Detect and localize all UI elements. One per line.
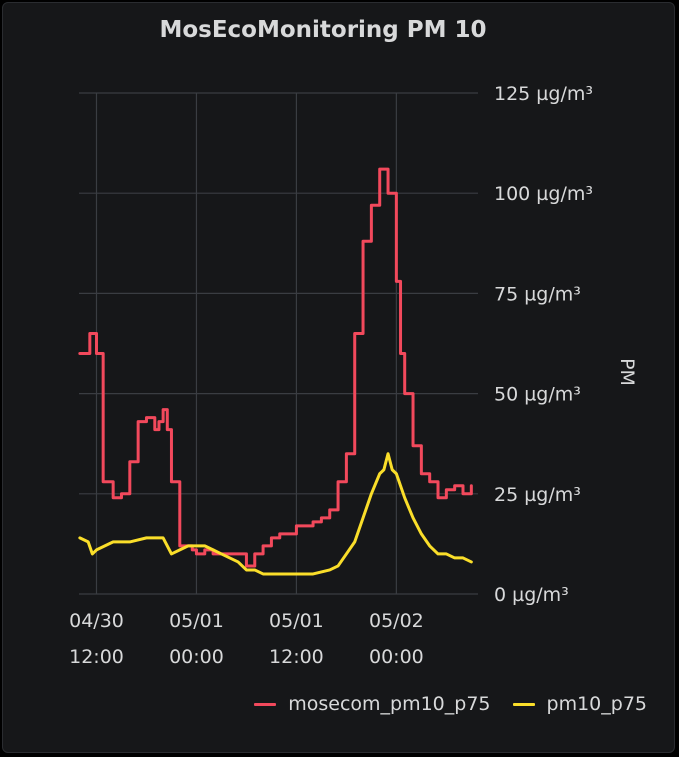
x-tick-label-date: 04/30 [69, 610, 124, 632]
x-tick-label-time: 00:00 [369, 646, 424, 668]
x-tick-label-time: 00:00 [169, 646, 224, 668]
x-axis-ticks: 04/30 12:00 05/01 00:00 05/01 12:00 05/02 00:00 [69, 610, 424, 668]
legend-swatch-pm10 [512, 702, 535, 706]
y-tick-label: 0 µg/m³ [494, 584, 569, 606]
y-tick-label: 25 µg/m³ [494, 484, 581, 506]
legend: mosecom_pm10_p75 pm10_p75 [232, 693, 647, 715]
legend-label-pm10: pm10_p75 [546, 693, 647, 715]
chart-grid [79, 92, 478, 595]
x-tick-label-date: 05/01 [169, 610, 224, 632]
chart-series [78, 167, 473, 576]
y-tick-label: 50 µg/m³ [494, 384, 581, 406]
x-tick-label-date: 05/02 [369, 610, 424, 632]
y-axis-ticks: 0 µg/m³ 25 µg/m³ 50 µg/m³ 75 µg/m³ 100 µg/m³… [494, 83, 593, 606]
x-tick-label-time: 12:00 [269, 646, 324, 668]
panel-title: MosEcoMonitoring PM 10 [159, 17, 487, 43]
series-line-mosecom_pm10_p75[interactable] [78, 167, 473, 568]
y-tick-label: 100 µg/m³ [494, 183, 593, 205]
x-tick-label-time: 12:00 [69, 646, 124, 668]
legend-label-mosecom: mosecom_pm10_p75 [288, 693, 491, 715]
legend-item-mosecom[interactable]: mosecom_pm10_p75 [254, 693, 491, 715]
series-line-pm10_p75[interactable] [78, 452, 473, 576]
x-tick-label-date: 05/01 [269, 610, 324, 632]
legend-swatch-mosecom [254, 702, 277, 706]
legend-item-pm10[interactable]: pm10_p75 [512, 693, 647, 715]
y-tick-label: 75 µg/m³ [494, 283, 581, 305]
y-axis-label: PM [616, 358, 638, 386]
y-tick-label: 125 µg/m³ [494, 83, 593, 105]
